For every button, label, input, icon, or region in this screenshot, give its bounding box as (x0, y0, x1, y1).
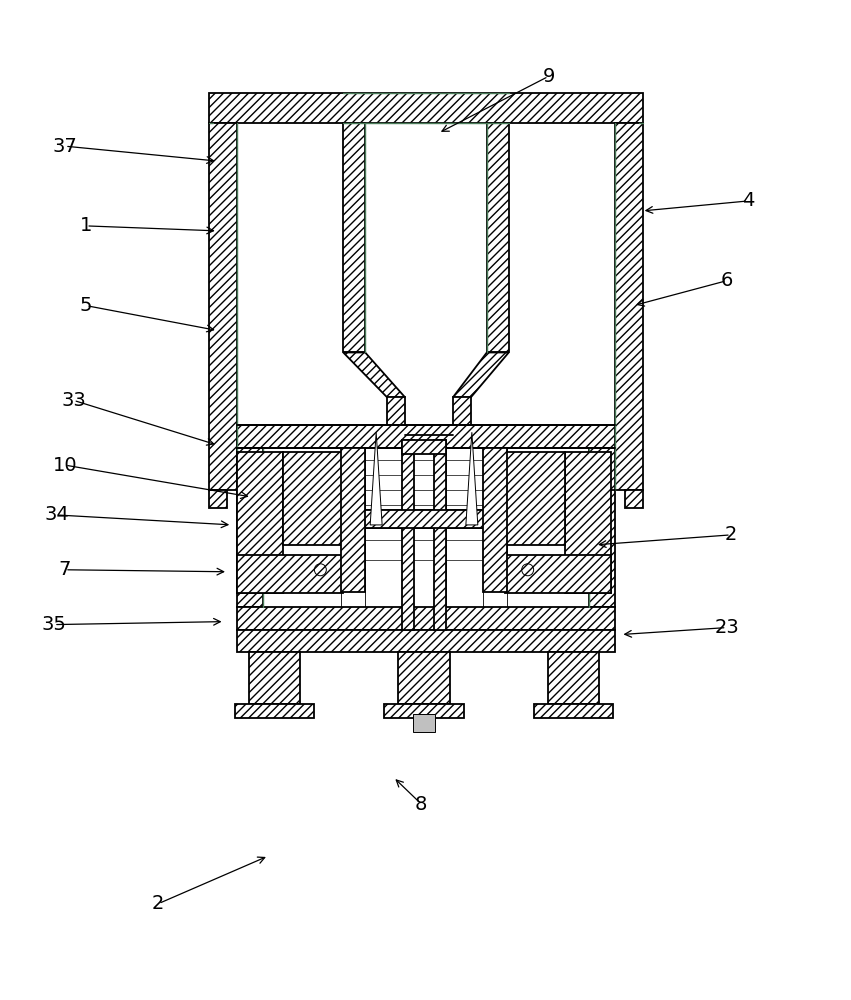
Bar (237, 630, 615, 652)
Polygon shape (370, 432, 382, 525)
Text: 23: 23 (714, 618, 739, 637)
Bar (402, 440, 446, 454)
Bar (235, 704, 314, 718)
Bar (237, 448, 263, 607)
Text: 6: 6 (721, 271, 733, 290)
Bar (384, 704, 464, 718)
Text: 7: 7 (59, 560, 71, 579)
Text: 4: 4 (741, 191, 754, 210)
Polygon shape (465, 432, 477, 525)
Text: 35: 35 (42, 615, 66, 634)
Bar (237, 607, 615, 630)
Bar (208, 123, 237, 490)
Polygon shape (343, 352, 405, 397)
Bar (283, 452, 346, 545)
Bar (564, 452, 611, 593)
Text: 5: 5 (80, 296, 93, 315)
Bar (398, 652, 450, 704)
Bar (505, 555, 611, 593)
Text: 34: 34 (44, 505, 69, 524)
Text: 10: 10 (53, 456, 77, 475)
Bar (483, 448, 506, 592)
Bar (237, 425, 615, 448)
Bar (208, 490, 226, 508)
Bar (434, 440, 446, 630)
Text: 33: 33 (61, 391, 86, 410)
Bar (237, 555, 343, 593)
Bar (343, 123, 365, 352)
Text: 9: 9 (542, 67, 555, 86)
Text: 37: 37 (53, 137, 77, 156)
Bar (237, 452, 283, 593)
Bar (503, 452, 564, 545)
Bar (453, 397, 471, 435)
Text: 2: 2 (725, 525, 737, 544)
Bar (363, 510, 485, 528)
Text: 8: 8 (415, 795, 427, 814)
Bar (387, 397, 405, 435)
Bar (248, 652, 300, 704)
Bar (208, 93, 643, 123)
Bar (534, 704, 614, 718)
Text: 1: 1 (80, 216, 93, 235)
Bar (547, 652, 599, 704)
Polygon shape (453, 352, 509, 397)
Text: 2: 2 (152, 894, 164, 913)
Bar (615, 123, 643, 490)
Bar (590, 448, 615, 607)
Bar (487, 123, 509, 352)
Bar (625, 490, 643, 508)
Bar (341, 448, 365, 592)
Bar (402, 440, 414, 630)
Bar (413, 714, 435, 732)
